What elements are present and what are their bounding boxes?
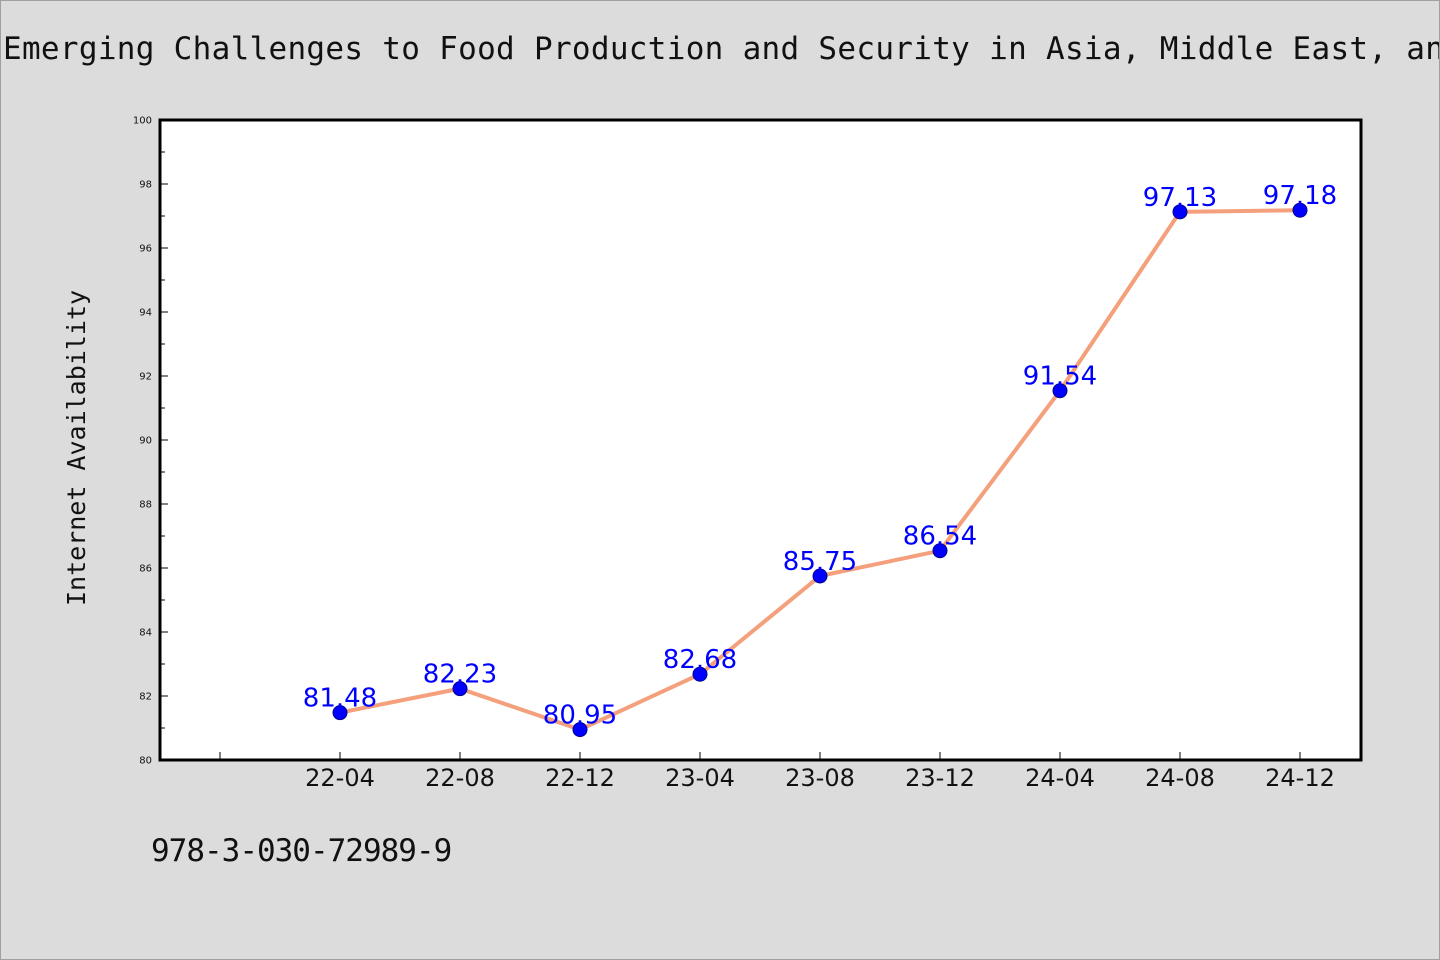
y-tick-label: 86 xyxy=(139,564,152,575)
chart-title: Emerging Challenges to Food Production a… xyxy=(3,31,1439,67)
plot-area xyxy=(158,118,1363,762)
data-label: 97.18 xyxy=(1263,181,1337,211)
y-axis: 80 82 84 86 88 90 92 94 96 98 100 xyxy=(133,116,168,767)
x-tick-label: 24-04 xyxy=(1025,764,1095,792)
y-tick-label: 96 xyxy=(139,244,152,255)
x-tick-label: 23-12 xyxy=(905,764,975,792)
y-tick-label: 88 xyxy=(139,500,152,511)
x-tick-label: 23-04 xyxy=(665,764,735,792)
x-tick-label: 22-12 xyxy=(545,764,615,792)
data-point xyxy=(332,705,348,721)
data-point xyxy=(572,722,588,738)
data-point xyxy=(1172,204,1188,220)
data-label: 91.54 xyxy=(1023,362,1097,392)
data-point xyxy=(1052,383,1068,399)
data-label: 82.23 xyxy=(423,660,497,690)
x-axis: 22-04 22-08 22-12 23-04 23-08 23-12 24-04 24-08… xyxy=(219,752,1335,792)
x-tick-label: 24-08 xyxy=(1145,764,1215,792)
y-tick-label: 94 xyxy=(139,308,152,319)
data-point xyxy=(1292,202,1308,218)
marker-group xyxy=(332,202,1308,738)
data-point xyxy=(812,568,828,584)
data-label: 97.13 xyxy=(1143,183,1217,213)
x-tick-label: 22-04 xyxy=(305,764,375,792)
x-tick-label: 24-12 xyxy=(1265,764,1335,792)
data-point xyxy=(452,681,468,697)
x-tick-label: 23-08 xyxy=(785,764,855,792)
y-tick-label: 82 xyxy=(139,692,152,703)
y-tick-label: 92 xyxy=(139,372,152,383)
data-label: 85.75 xyxy=(783,547,857,577)
data-label: 82.68 xyxy=(663,645,737,675)
y-tick-label: 84 xyxy=(139,628,152,639)
data-point xyxy=(692,666,708,682)
data-label: 80.95 xyxy=(543,701,617,731)
y-tick-label: 100 xyxy=(133,116,152,127)
y-axis-label: Internet Availability xyxy=(62,290,91,606)
data-point xyxy=(932,543,948,559)
y-tick-label: 90 xyxy=(139,436,152,447)
isbn-text: 978-3-030-72989-9 xyxy=(151,833,452,869)
data-label: 86.54 xyxy=(903,522,977,552)
x-tick-label: 22-08 xyxy=(425,764,495,792)
y-tick-label: 98 xyxy=(139,180,152,191)
data-label-group: 81.48 82.23 80.95 82.68 85.75 86.54 91.54 97.13… xyxy=(303,181,1337,730)
data-label: 81.48 xyxy=(303,684,377,714)
y-tick-label: 80 xyxy=(139,756,152,767)
